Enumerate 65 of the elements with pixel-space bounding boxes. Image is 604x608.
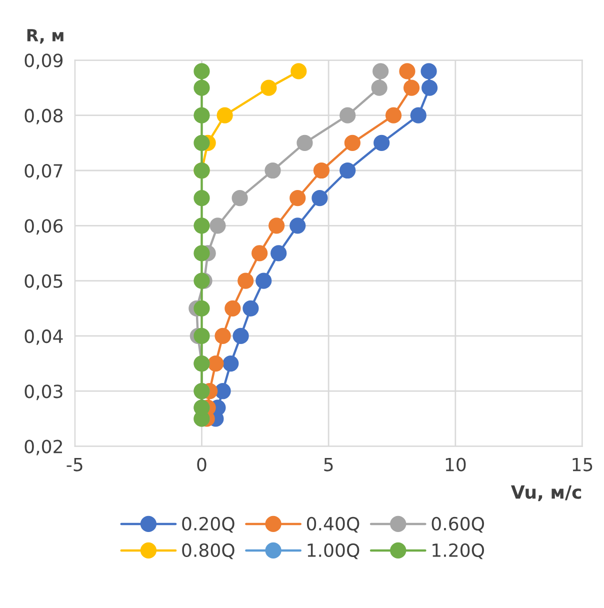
point bbox=[194, 107, 210, 124]
point bbox=[216, 107, 233, 124]
point bbox=[210, 218, 226, 234]
point bbox=[264, 162, 281, 179]
point bbox=[232, 328, 249, 344]
legend-label: 0.20Q bbox=[182, 516, 234, 533]
point bbox=[252, 245, 268, 262]
point bbox=[371, 80, 388, 96]
x-axis-title: Vu, м/с bbox=[510, 485, 582, 502]
point bbox=[242, 300, 259, 316]
point bbox=[194, 63, 210, 80]
point bbox=[374, 134, 390, 151]
y-tick-label: 0,09 bbox=[24, 54, 63, 70]
x-tick-label: 0 bbox=[197, 458, 206, 472]
point bbox=[194, 245, 210, 262]
point bbox=[420, 63, 437, 80]
point bbox=[340, 107, 356, 124]
legend-label: 1.20Q bbox=[432, 543, 484, 560]
point bbox=[290, 63, 307, 80]
point bbox=[270, 245, 287, 262]
legend-label: 0.60Q bbox=[432, 516, 484, 533]
point bbox=[403, 80, 420, 96]
point bbox=[313, 162, 330, 179]
point bbox=[290, 190, 306, 206]
y-axis-title: R, м bbox=[27, 29, 64, 44]
point bbox=[194, 134, 210, 151]
point bbox=[232, 190, 248, 206]
x-tick-label: -5 bbox=[66, 458, 82, 472]
point bbox=[208, 355, 224, 372]
y-tick-label: 0,05 bbox=[24, 274, 62, 290]
point bbox=[290, 218, 306, 234]
x-tick-label: 15 bbox=[572, 458, 592, 472]
y-tick-label: 0,06 bbox=[24, 219, 63, 235]
point bbox=[194, 328, 210, 344]
point bbox=[410, 107, 426, 124]
y-tick-label: 0,04 bbox=[24, 329, 63, 345]
point bbox=[260, 80, 277, 96]
legend-label: 0.80Q bbox=[182, 543, 234, 560]
point bbox=[372, 63, 389, 80]
point bbox=[340, 162, 356, 179]
point bbox=[194, 80, 210, 96]
point bbox=[194, 218, 210, 234]
point bbox=[214, 328, 231, 344]
point bbox=[385, 107, 402, 124]
y-tick-label: 0,03 bbox=[24, 384, 62, 400]
point bbox=[344, 134, 360, 151]
x-tick-label: 5 bbox=[324, 458, 333, 472]
point bbox=[268, 218, 285, 234]
point bbox=[256, 272, 272, 289]
point bbox=[312, 190, 328, 206]
y-tick-label: 0,08 bbox=[24, 108, 63, 124]
point bbox=[214, 383, 231, 400]
point bbox=[194, 300, 210, 316]
legend-label: 0.40Q bbox=[306, 516, 360, 533]
point bbox=[194, 190, 210, 206]
point bbox=[238, 272, 254, 289]
point bbox=[421, 80, 438, 96]
point bbox=[399, 63, 416, 80]
y-tick-label: 0,07 bbox=[24, 164, 62, 180]
x-tick-label: 10 bbox=[446, 458, 466, 472]
point bbox=[222, 355, 239, 372]
legend-label: 1.00Q bbox=[308, 543, 360, 560]
point bbox=[224, 300, 241, 316]
y-tick-label: 0,02 bbox=[24, 440, 62, 456]
point bbox=[296, 134, 313, 151]
